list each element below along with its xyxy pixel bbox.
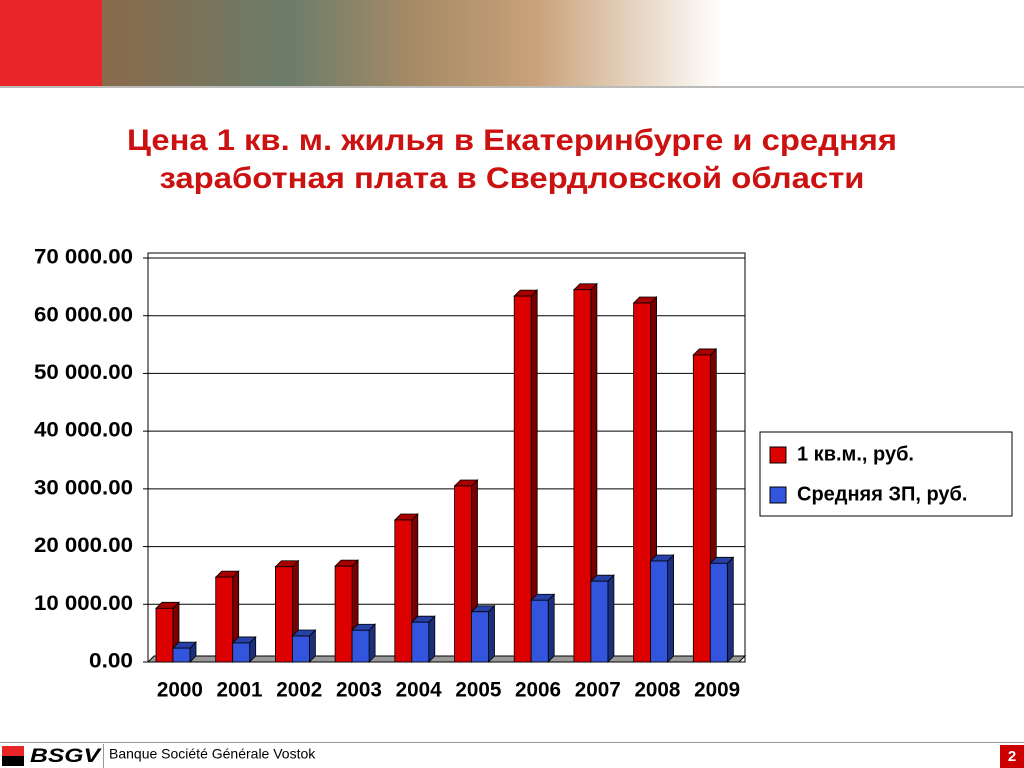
bar — [471, 611, 489, 663]
x-tick-label: 2007 — [575, 679, 621, 702]
footer-logo-mark — [2, 756, 24, 766]
bar — [274, 566, 293, 663]
bar-side — [547, 593, 555, 663]
x-tick-label: 2002 — [276, 679, 322, 702]
bar-side — [607, 574, 615, 663]
chart-title: Цена 1 кв. м. жилья в Екатеринбурге и ср… — [127, 124, 897, 157]
bar-side — [428, 615, 436, 663]
bar — [411, 621, 430, 663]
bar — [530, 599, 549, 663]
x-tick-label: 2009 — [694, 679, 740, 702]
bar — [573, 289, 592, 663]
bar — [334, 565, 353, 663]
bar — [172, 647, 191, 663]
bar — [155, 607, 174, 663]
bar — [692, 354, 711, 663]
y-tick-label: 20 000.00 — [34, 534, 133, 557]
page-number-box — [1000, 745, 1024, 768]
legend-label: Средняя ЗП, руб. — [797, 483, 967, 505]
footer-rule — [0, 742, 1024, 743]
header-photos — [102, 0, 722, 86]
legend — [759, 431, 1013, 517]
y-tick-label: 10 000.00 — [34, 592, 133, 615]
footer-company: Banque Société Générale Vostok — [109, 746, 316, 762]
bar — [291, 635, 310, 663]
header-red-block — [0, 0, 102, 86]
y-tick-label: 40 000.00 — [34, 419, 133, 442]
x-tick-label: 2008 — [634, 679, 680, 702]
footer-divider — [103, 744, 104, 768]
bar — [709, 562, 728, 663]
page-number: 2 — [1008, 748, 1016, 765]
plot: 0.00 10 000.00 20 000.00 30 000.00 40 000.00… — [34, 246, 747, 702]
bar — [513, 295, 532, 663]
bar — [633, 302, 651, 663]
footer-logo: BSGV — [30, 746, 102, 767]
bar — [650, 560, 668, 663]
x-tick-label: 2003 — [336, 679, 382, 702]
x-tick-label: 2004 — [396, 679, 442, 702]
bar — [394, 519, 413, 663]
y-tick-label: 50 000.00 — [34, 361, 133, 384]
x-tick-label: 2006 — [515, 679, 561, 702]
x-tick-label: 2005 — [455, 679, 501, 702]
y-tick-label: 60 000.00 — [34, 303, 133, 326]
legend-swatch — [769, 486, 787, 504]
legend-items: 1 кв.м., руб. Средняя ЗП, руб. — [769, 443, 967, 505]
bar-side — [488, 604, 495, 663]
bar — [590, 580, 609, 663]
bar — [454, 485, 472, 663]
x-tick-label: 2001 — [217, 679, 263, 702]
legend-swatch — [769, 446, 787, 464]
bar — [215, 576, 234, 663]
x-tick-label: 2000 — [157, 679, 203, 702]
bar-side — [667, 554, 674, 663]
y-tick-label: 0.00 — [89, 650, 133, 673]
legend-label: 1 кв.м., руб. — [797, 443, 914, 465]
bar — [232, 642, 251, 663]
bar-side — [726, 556, 734, 663]
y-tick-label: 30 000.00 — [34, 476, 133, 499]
bar — [351, 629, 370, 663]
header-rule — [0, 86, 1024, 88]
y-tick-label: 70 000.00 — [34, 246, 133, 269]
chart-title: заработная плата в Свердловской области — [160, 162, 865, 195]
